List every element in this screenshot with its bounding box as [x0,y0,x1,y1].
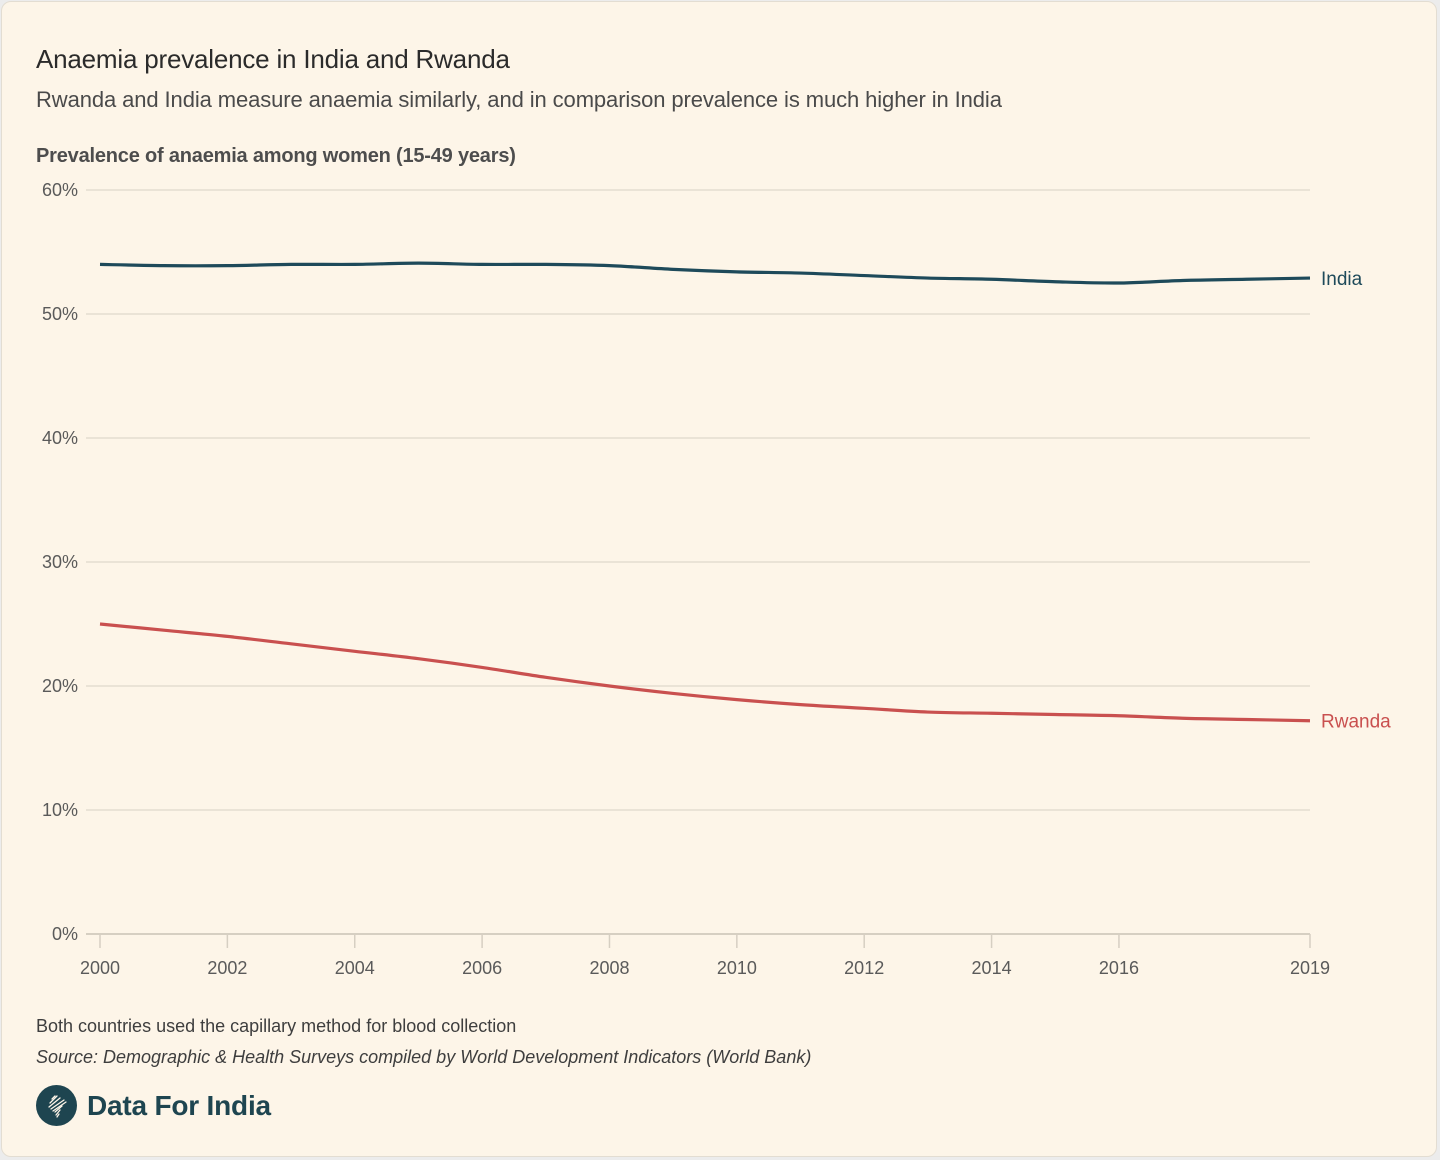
footnote: Both countries used the capillary method… [36,1016,517,1036]
series-lines [99,261,1311,723]
y-axis-title: Prevalence of anaemia among women (15-49… [36,145,516,167]
gridlines [86,189,1310,935]
y-tick-label: 10% [42,800,78,820]
x-tick-label: 2012 [844,958,884,978]
x-tick-label: 2016 [1099,958,1139,978]
y-tick-label: 0% [52,924,78,944]
series-label-rwanda: Rwanda [1321,712,1391,733]
x-tick-label: 2019 [1290,958,1330,978]
series-line-rwanda [99,622,1311,723]
series-label-india: India [1321,269,1363,290]
x-tick-label: 2014 [972,958,1012,978]
axes: 0% 10% 20% 30% 40% 50% 60% 2000 2002 2004 2006 2008… [42,180,1330,978]
india-map-icon [36,1085,77,1126]
x-tick-label: 2000 [80,958,120,978]
y-tick-label: 30% [42,552,78,572]
x-tick-label: 2008 [589,958,629,978]
series-labels: India Rwanda [1321,269,1391,733]
line-chart: 0% 10% 20% 30% 40% 50% 60% 2000 2002 2004 2006 2008… [42,180,1391,978]
y-tick-label: 50% [42,304,78,324]
x-tick-label: 2010 [717,958,757,978]
x-tick-label: 2006 [462,958,502,978]
chart-title: Anaemia prevalence in India and Rwanda [36,44,510,74]
y-tick-label: 60% [42,180,78,200]
series-line-india [99,261,1311,285]
y-tick-label: 40% [42,428,78,448]
x-tick-label: 2002 [207,958,247,978]
chart-subtitle: Rwanda and India measure anaemia similar… [36,87,1002,112]
brand[interactable]: Data For India [36,1085,271,1126]
x-tick-label: 2004 [335,958,375,978]
brand-name: Data For India [87,1089,271,1121]
source-note: Source: Demographic & Health Surveys com… [36,1047,812,1067]
y-tick-label: 20% [42,676,78,696]
